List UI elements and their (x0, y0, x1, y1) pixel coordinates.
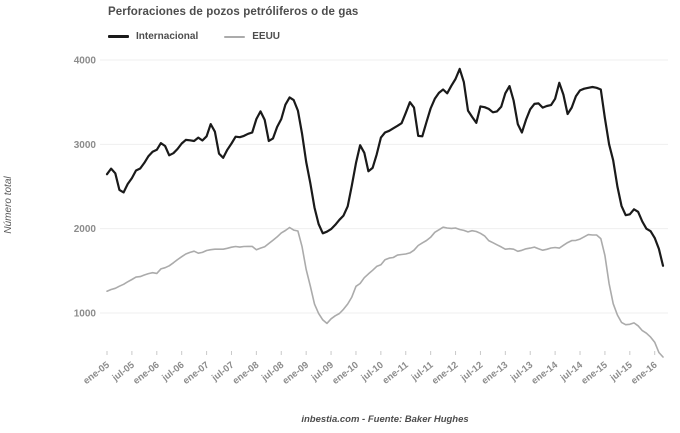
eeuu-line-swatch-icon (224, 35, 246, 38)
x-tick-label-ene-09: ene-09 (281, 360, 311, 387)
y-tick-label-4000: 4000 (74, 56, 97, 67)
y-axis-title: Número total (3, 176, 14, 234)
y-tick-label-2000: 2000 (74, 224, 97, 235)
x-tick-label-ene-13: ene-13 (480, 360, 510, 387)
x-tick-label-ene-15: ene-15 (579, 359, 610, 387)
source-credit: inbestia.com - Fuente: Baker Hughes (301, 414, 469, 425)
x-tick-label-ene-07: ene-07 (181, 360, 211, 387)
y-tick-label-1000: 1000 (74, 308, 97, 319)
legend-label-eeuu: EEUU (252, 31, 281, 42)
legend-label-internacional: Internacional (136, 31, 199, 42)
series-line-eeuu (106, 226, 664, 358)
x-tick-label-ene-11: ene-11 (381, 359, 412, 386)
x-tick-label-ene-12: ene-12 (430, 360, 460, 387)
x-tick-label-ene-10: ene-10 (330, 360, 360, 387)
x-tick-label-ene-08: ene-08 (231, 360, 261, 387)
legend-item-internacional[interactable]: Internacional (108, 31, 198, 42)
legend: Internacional EEUU (108, 31, 280, 42)
y-tick-label-3000: 3000 (74, 140, 97, 151)
x-tick-label-ene-05: ene-05 (81, 359, 112, 387)
series-line-internacional (105, 67, 665, 267)
legend-item-eeuu[interactable]: EEUU (224, 31, 280, 42)
x-tick-label-ene-16: ene-16 (629, 360, 659, 387)
internacional-line-swatch-icon (108, 35, 129, 38)
x-tick-label-ene-06: ene-06 (131, 360, 161, 387)
x-tick-label-ene-14: ene-14 (529, 359, 560, 387)
chart-title: Perforaciones de pozos petróliferos o de… (108, 6, 359, 18)
